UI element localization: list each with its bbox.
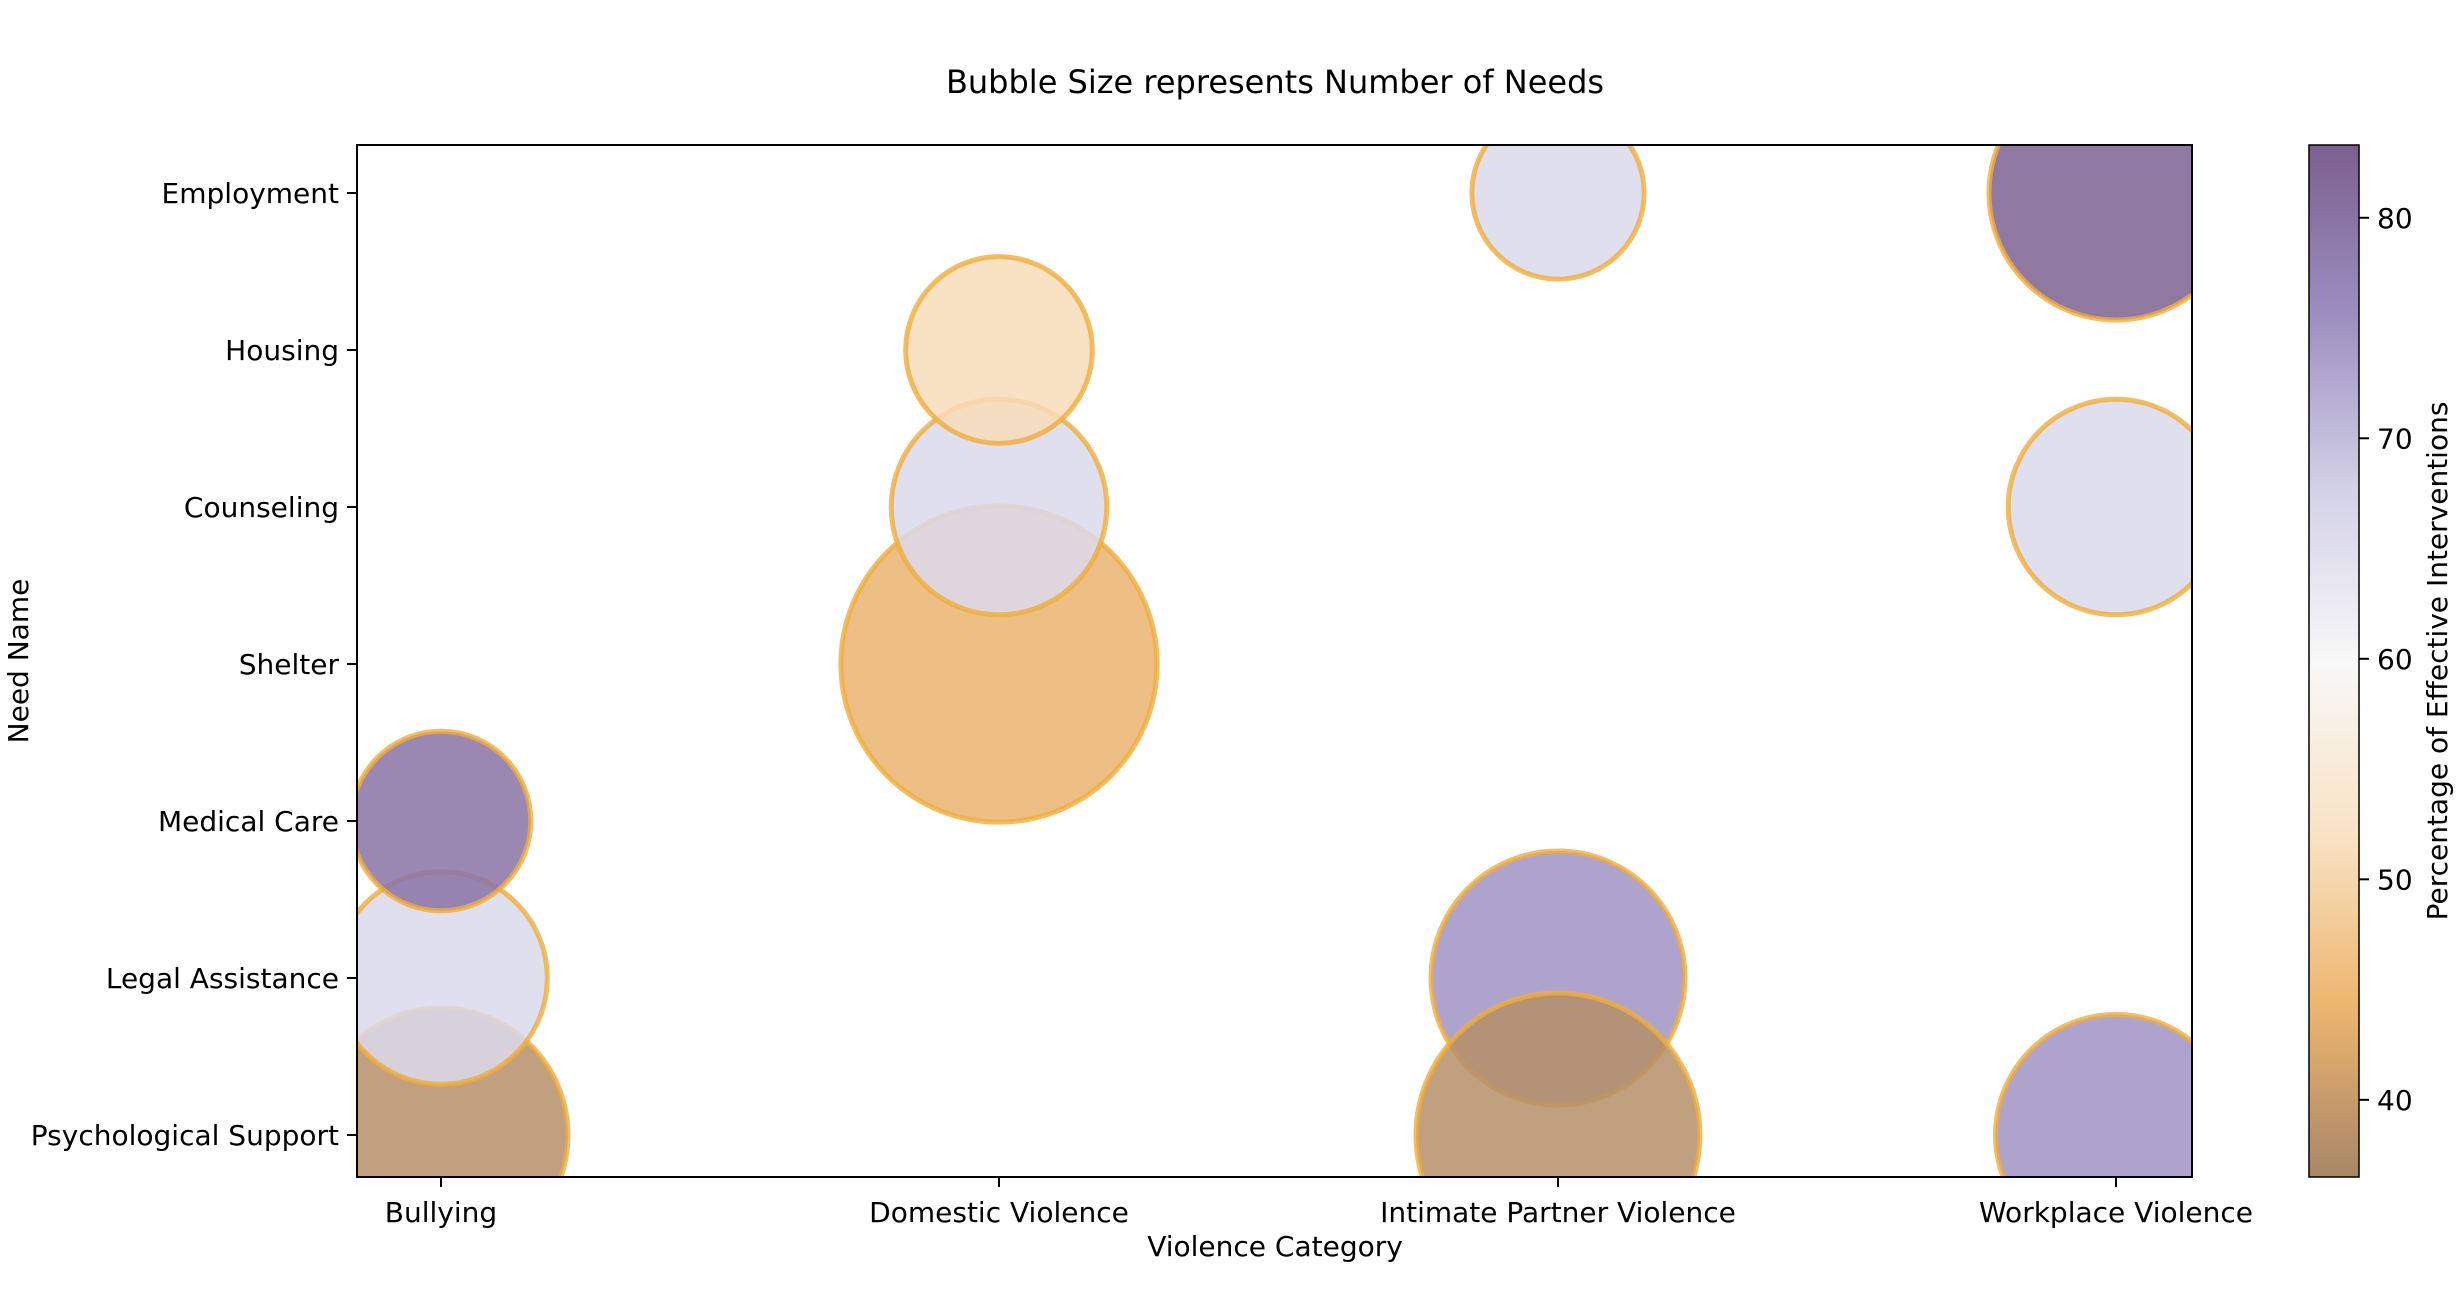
x-tick-label: Intimate Partner Violence <box>1380 1196 1736 1229</box>
x-tick-label: Workplace Violence <box>1979 1196 2253 1229</box>
bubble-workplace-violence-employment <box>1986 145 2192 323</box>
plot-frame <box>356 144 2193 1178</box>
y-axis: Psychological Support Legal Assistance Med… <box>31 177 357 1152</box>
colorbar-tick-label: 50 <box>2377 863 2413 896</box>
x-tick-label: Domestic Violence <box>869 1196 1129 1229</box>
x-axis: Bullying Domestic Violence Intimate Partne… <box>385 1177 2253 1229</box>
y-tick-label: Counseling <box>184 491 339 524</box>
bubble-layer <box>357 145 2192 1177</box>
x-tick-label: Bullying <box>385 1196 497 1229</box>
y-tick-label: Employment <box>162 177 339 210</box>
y-tick-label: Housing <box>225 334 339 367</box>
y-tick-label: Medical Care <box>158 805 339 838</box>
bubble-intimate-partner-violence-employment <box>1469 145 1647 282</box>
bubble-workplace-violence-psychological-support <box>1993 1012 2192 1177</box>
colorbar-ticks: 40 50 60 70 80 <box>2359 202 2413 1117</box>
y-tick-label: Legal Assistance <box>106 962 339 995</box>
y-tick-label: Shelter <box>239 648 340 681</box>
y-tick-label: Psychological Support <box>31 1119 339 1152</box>
colorbar-label: Percentage of Effective Interventions <box>2421 402 2454 921</box>
bubble-workplace-violence-counseling <box>2005 396 2192 618</box>
bubble-bullying-medical-care <box>357 728 534 914</box>
colorbar-tick-label: 60 <box>2377 643 2413 676</box>
colorbar-tick-label: 80 <box>2377 202 2413 235</box>
colorbar-tick-label: 40 <box>2377 1084 2413 1117</box>
y-axis-label: Need Name <box>2 579 35 744</box>
colorbar <box>2308 144 2360 1178</box>
colorbar-tick-label: 70 <box>2377 422 2413 455</box>
chart-title: Bubble Size represents Number of Needs <box>946 63 1604 101</box>
x-axis-label: Violence Category <box>1147 1230 1403 1263</box>
bubble-intimate-partner-violence-psychological-support <box>1413 990 1703 1177</box>
bubble-domestic-violence-housing <box>903 254 1095 446</box>
